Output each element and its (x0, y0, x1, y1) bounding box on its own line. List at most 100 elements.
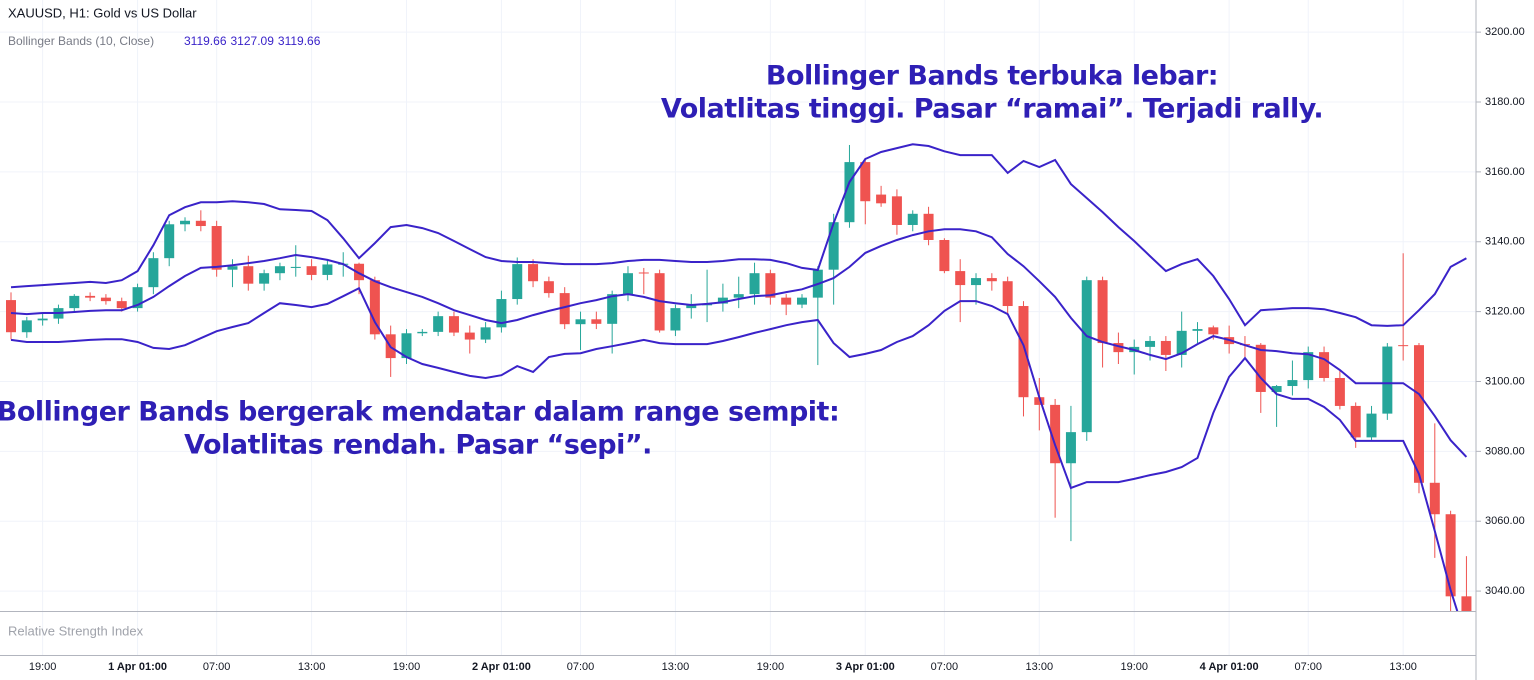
candle-body (986, 278, 997, 282)
candle-body (622, 273, 633, 295)
candle-body (1081, 280, 1092, 433)
candle-body (686, 305, 697, 309)
candle-body (670, 308, 681, 331)
candle-body (211, 226, 222, 270)
candle-body (1002, 281, 1013, 307)
candle-body (164, 224, 175, 259)
x-tick-label: 3 Apr 01:00 (836, 661, 895, 673)
candle-body (1192, 329, 1203, 331)
candle-body (828, 222, 839, 270)
candle-body (1050, 404, 1061, 464)
y-tick-label: 3040.00 (1485, 585, 1525, 597)
candle-body (1303, 352, 1314, 381)
candle-body (512, 264, 523, 300)
candle-body (1160, 340, 1171, 355)
candle-body (591, 319, 602, 324)
candle-body (227, 266, 238, 270)
candle-body (306, 266, 317, 275)
candle-body (37, 318, 48, 321)
x-tick-label: 07:00 (931, 661, 959, 673)
candle-body (1413, 345, 1424, 483)
x-tick-label: 07:00 (567, 661, 595, 673)
candle-body (1287, 380, 1298, 387)
candle-body (765, 273, 776, 298)
candle-body (1445, 514, 1456, 597)
candle-body (1350, 405, 1361, 438)
candle-body (1461, 596, 1472, 611)
indicator-value: 3127.09 (231, 34, 275, 48)
candle-body (923, 213, 934, 240)
x-tick-label: 07:00 (1294, 661, 1322, 673)
annotation: Bollinger Bands terbuka lebar: (766, 61, 1218, 92)
y-tick-label: 3180.00 (1485, 96, 1525, 108)
y-tick-label: 3100.00 (1485, 375, 1525, 387)
candle-body (528, 264, 539, 282)
candle-body (876, 194, 887, 204)
candle-body (259, 273, 270, 284)
candle-body (638, 272, 649, 274)
candle-body (717, 297, 728, 304)
x-tick-label: 13:00 (1026, 661, 1054, 673)
candle-body (354, 263, 365, 281)
candle-body (195, 220, 206, 227)
candle-body (243, 266, 254, 284)
candle-body (401, 333, 412, 359)
candle-body (607, 294, 618, 324)
candle-body (290, 266, 301, 268)
candle-body (1255, 344, 1266, 392)
candle-body (148, 258, 159, 288)
x-tick-label: 2 Apr 01:00 (472, 661, 531, 673)
candle-body (733, 294, 744, 298)
candle-body (480, 327, 491, 340)
candle-body (907, 213, 918, 225)
candle-body (1065, 432, 1076, 464)
candle-body (1366, 413, 1377, 438)
indicator-value: 3119.66 (278, 34, 321, 48)
candle-body (132, 287, 143, 309)
bollinger-band (10, 286, 1459, 611)
candle-body (939, 239, 950, 272)
x-tick-label: 19:00 (1120, 661, 1148, 673)
candle-body (1319, 352, 1330, 378)
x-tick-label: 13:00 (298, 661, 326, 673)
x-tick-label: 4 Apr 01:00 (1200, 661, 1259, 673)
candle-body (1271, 386, 1282, 392)
pane-label: Relative Strength Index (8, 623, 144, 638)
candle-body (21, 320, 32, 333)
indicator-values: 3119.66 3127.09 3119.66 (184, 34, 321, 48)
candle-body (543, 281, 554, 294)
candle-body (369, 280, 380, 335)
candle-body (1034, 397, 1045, 405)
candle-body (1097, 280, 1108, 344)
candle-body (971, 278, 982, 286)
candle-body (797, 297, 807, 305)
candle-body (1208, 327, 1219, 335)
candle-body (85, 295, 96, 298)
candle-body (274, 266, 285, 274)
bollinger-band (10, 143, 1467, 327)
candle-body (860, 162, 871, 202)
candle-body (464, 332, 475, 340)
candle-body (116, 301, 127, 309)
candle-body (575, 319, 586, 325)
candle-body (417, 331, 428, 334)
y-tick-label: 3060.00 (1485, 515, 1525, 527)
candle-body (1398, 345, 1409, 347)
candle-body (1176, 330, 1187, 355)
x-tick-label: 07:00 (203, 661, 231, 673)
candle-body (1429, 482, 1440, 515)
chart-title: XAUUSD, H1: Gold vs US Dollar (8, 5, 197, 20)
candle-body (891, 196, 902, 225)
candle-body (844, 162, 855, 223)
x-tick-label: 19:00 (29, 661, 57, 673)
x-tick-label: 19:00 (393, 661, 421, 673)
candle-body (1145, 340, 1156, 347)
y-tick-label: 3200.00 (1485, 26, 1525, 38)
candle-body (781, 297, 792, 305)
annotation: Bollinger Bands bergerak mendatar dalam … (0, 397, 839, 428)
indicator-value: 3119.66 (184, 34, 227, 48)
y-tick-label: 3080.00 (1485, 445, 1525, 457)
candle-body (180, 220, 191, 225)
